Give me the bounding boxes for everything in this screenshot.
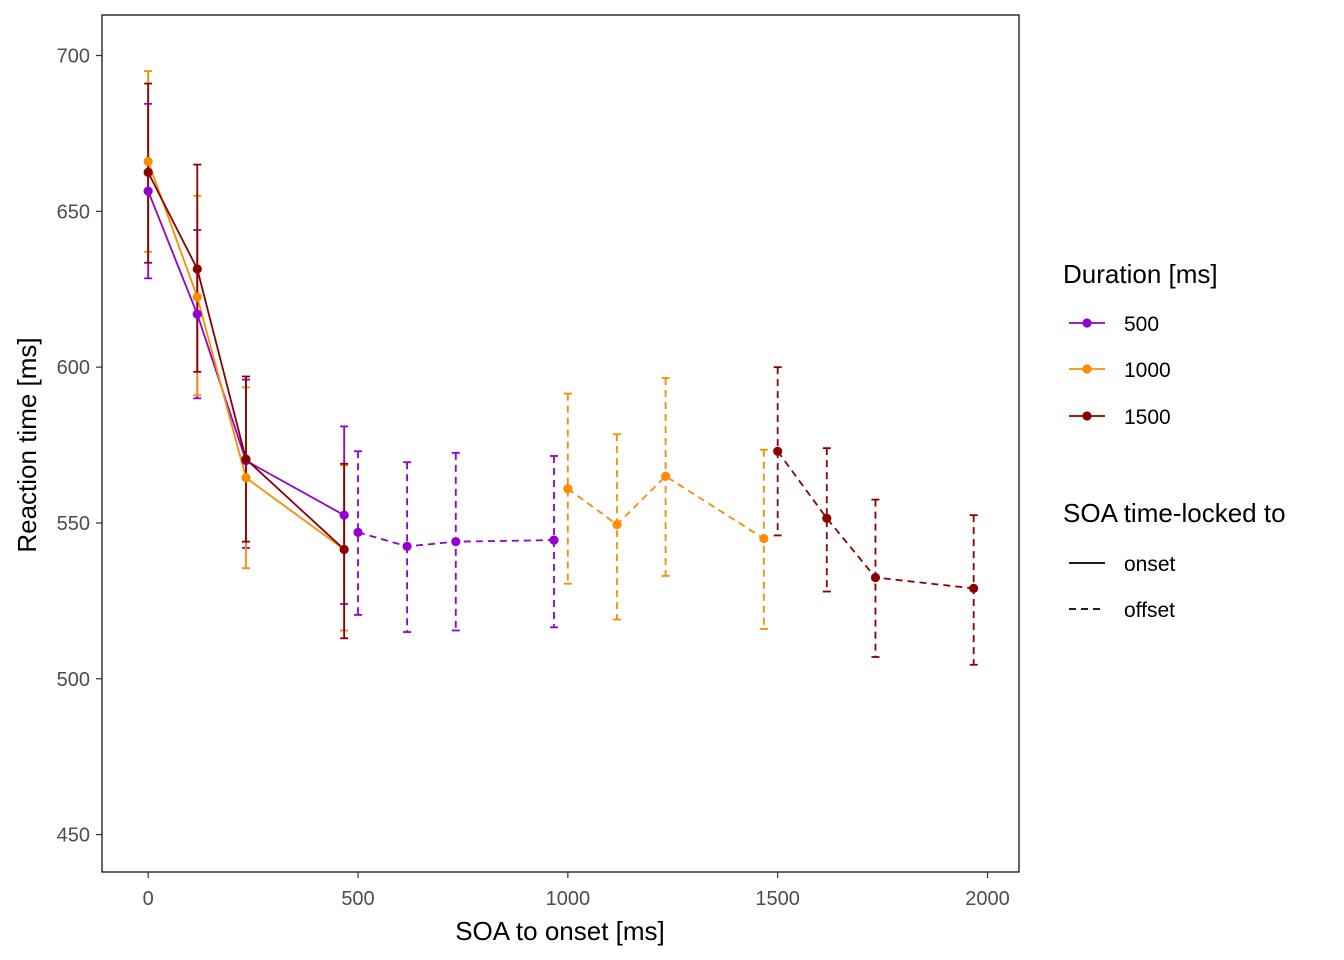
data-point-1000-offset bbox=[563, 484, 573, 494]
error-bar-1500-offset bbox=[822, 447, 831, 593]
data-point-500-offset bbox=[549, 535, 559, 545]
data-point-500-offset bbox=[451, 537, 461, 547]
series-line-1500-offset bbox=[776, 450, 974, 590]
data-point-500-onset bbox=[143, 186, 153, 196]
legend-title-duration: Duration [ms] bbox=[1063, 259, 1218, 289]
y-tick-label: 550 bbox=[57, 513, 90, 535]
legend-title-soa-locked: SOA time-locked to bbox=[1063, 498, 1286, 528]
data-point-1500-offset bbox=[773, 446, 783, 456]
data-layer bbox=[143, 70, 979, 666]
x-axis-title: SOA to onset [ms] bbox=[455, 916, 665, 946]
data-point-500-onset bbox=[192, 309, 202, 319]
data-point-1000-offset bbox=[759, 533, 769, 544]
data-point-1000-offset bbox=[661, 471, 671, 481]
data-point-1500-offset bbox=[969, 583, 979, 594]
y-tick-label: 650 bbox=[57, 201, 90, 223]
x-tick-label: 2000 bbox=[965, 888, 1010, 910]
error-bar-1000-offset bbox=[612, 433, 621, 621]
data-point-500-onset bbox=[339, 510, 349, 520]
y-axis-title: Reaction time [ms] bbox=[12, 337, 42, 552]
legend: Duration [ms] 500 1000 1500 SOA time-loc… bbox=[1063, 259, 1286, 622]
legend-key-1500 bbox=[1069, 411, 1105, 421]
data-point-1500-onset bbox=[143, 167, 153, 177]
legend-label-500: 500 bbox=[1124, 313, 1159, 336]
x-tick-label: 1000 bbox=[546, 888, 591, 910]
series-line-1500-onset bbox=[147, 171, 345, 551]
data-point-1000-offset bbox=[612, 519, 622, 530]
error-bar-1000-offset bbox=[563, 392, 572, 585]
data-point-1000-onset bbox=[241, 473, 251, 483]
data-point-1000-onset bbox=[192, 292, 202, 302]
data-point-500-offset bbox=[402, 541, 412, 551]
x-tick-label: 500 bbox=[341, 888, 374, 910]
series-line-1000-offset bbox=[567, 475, 765, 540]
x-tick-label: 1500 bbox=[755, 888, 800, 910]
data-point-1500-offset bbox=[870, 572, 881, 583]
y-tick-label: 450 bbox=[57, 825, 90, 847]
y-tick-label: 500 bbox=[57, 669, 90, 691]
data-point-500-offset bbox=[353, 527, 363, 537]
data-point-1500-offset bbox=[822, 513, 832, 523]
data-point-1500-onset bbox=[241, 454, 251, 464]
legend-label-onset: onset bbox=[1124, 553, 1176, 576]
series-line-500-offset bbox=[357, 531, 555, 548]
legend-key-500 bbox=[1069, 318, 1105, 328]
legend-label-1500: 1500 bbox=[1124, 406, 1171, 429]
plot-panel bbox=[101, 14, 1020, 873]
error-bar-500-offset bbox=[354, 450, 363, 616]
data-point-1500-onset bbox=[339, 544, 349, 555]
legend-label-offset: offset bbox=[1124, 599, 1175, 622]
x-tick-label: 0 bbox=[143, 888, 154, 910]
series-line-1000-onset bbox=[147, 161, 345, 551]
y-tick-label: 600 bbox=[57, 357, 90, 379]
data-point-1500-onset bbox=[192, 264, 202, 274]
axes-layer: 0 500 1000 1500 2000 450 500 550 600 650 700 bbox=[57, 46, 1010, 910]
plot-border bbox=[101, 14, 1020, 873]
legend-label-1000: 1000 bbox=[1124, 359, 1171, 382]
data-point-1000-onset bbox=[143, 156, 153, 167]
legend-duration-keys bbox=[1069, 318, 1105, 421]
legend-key-1000 bbox=[1069, 364, 1105, 374]
y-tick-label: 700 bbox=[57, 46, 90, 68]
